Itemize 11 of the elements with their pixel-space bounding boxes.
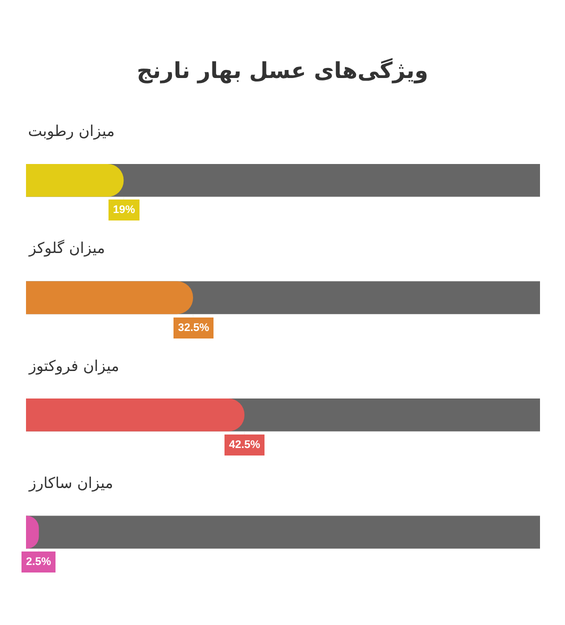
y-tick-label: میزان فروکتوز [28, 357, 120, 375]
bar [26, 281, 194, 314]
data-label: 2.5% [26, 556, 52, 568]
y-tick-label: میزان ساکارز [28, 474, 114, 492]
y-tick-label: میزان رطوبت [28, 122, 115, 140]
chart-title: ویژگی‌های عسل بهار نارنج [136, 56, 428, 84]
bar [26, 164, 124, 197]
data-label: 19% [113, 204, 136, 216]
data-label: 32.5% [178, 322, 210, 334]
data-label: 42.5% [229, 439, 260, 451]
y-tick-label: میزان گلوکز [28, 239, 106, 257]
